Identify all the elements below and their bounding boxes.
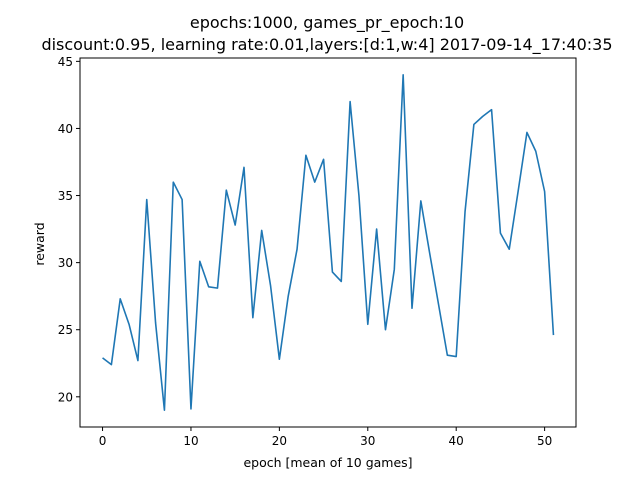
y-tick-label: 30 [58, 256, 73, 270]
x-tick-label: 50 [537, 434, 552, 448]
plot-frame [79, 57, 577, 428]
y-axis-label: reward [32, 222, 47, 265]
x-tick-label: 10 [183, 434, 198, 448]
y-axis-ticks: 20 25 30 35 40 45 [58, 55, 80, 404]
y-tick-label: 35 [58, 189, 73, 203]
y-tick-label: 25 [58, 323, 73, 337]
chart-title-line2: discount:0.95, learning rate:0.01,layers… [41, 35, 612, 55]
y-tick-label: 40 [58, 122, 73, 136]
x-axis-ticks: 0 10 20 30 40 50 [99, 427, 552, 448]
y-tick-label: 20 [58, 390, 73, 404]
x-tick-label: 20 [272, 434, 287, 448]
x-tick-label: 30 [360, 434, 375, 448]
reward-series-line [102, 73, 555, 412]
chart-title-line1: epochs:1000, games_pr_epoch:10 [190, 13, 464, 33]
x-tick-label: 0 [99, 434, 107, 448]
y-tick-label: 45 [58, 55, 73, 69]
plot-area [102, 73, 555, 412]
x-tick-label: 40 [449, 434, 464, 448]
x-axis-label: epoch [mean of 10 games] [243, 455, 412, 470]
